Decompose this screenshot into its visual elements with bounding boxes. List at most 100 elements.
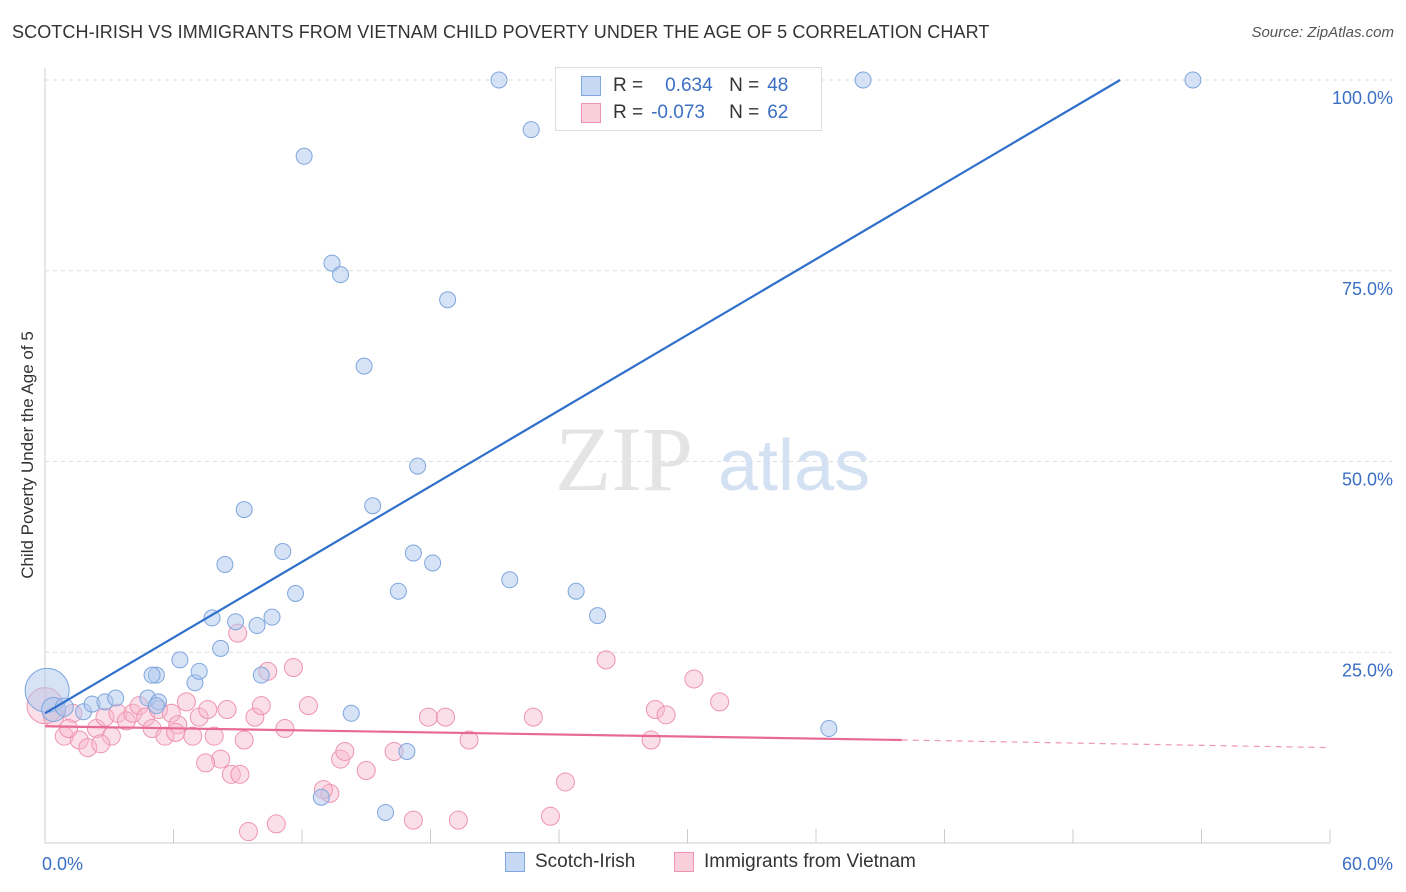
legend-r-value: -0.073 — [651, 102, 705, 123]
legend-row-scotch-irish: R = 0.634 N = 48 — [556, 73, 788, 99]
data-point-scotch-irish — [389, 582, 407, 600]
x-tick-label-max: 60.0% — [1342, 854, 1393, 874]
source-label: Source: ZipAtlas.com — [1251, 24, 1394, 41]
legend-n-label: N = — [729, 75, 760, 96]
series-legend: Scotch-Irish Immigrants from Vietnam — [0, 851, 1406, 877]
data-point-scotch-irish — [439, 291, 457, 309]
y-tick-label: 25.0% — [1342, 660, 1393, 680]
data-point-scotch-irish — [567, 582, 585, 600]
legend-item-scotch-irish: Scotch-Irish — [505, 851, 635, 873]
y-tick-label: 50.0% — [1342, 470, 1393, 490]
data-point-scotch-irish — [235, 501, 253, 519]
data-point-scotch-irish — [490, 71, 508, 89]
watermark: ZIP atlas — [555, 408, 870, 510]
data-point-scotch-irish — [274, 543, 292, 561]
data-point-vietnam — [435, 707, 455, 727]
trend-line-scotch-irish — [44, 79, 1121, 715]
data-point-vietnam — [78, 738, 98, 758]
legend-r-label: R = — [613, 75, 644, 96]
data-point-vietnam — [710, 692, 730, 712]
y-tick-label: 100.0% — [1332, 88, 1393, 108]
legend-label-scotch-irish: Scotch-Irish — [535, 851, 636, 872]
data-point-vietnam — [523, 707, 543, 727]
x-tick-label-min: 0.0% — [42, 854, 83, 874]
data-point-vietnam — [116, 711, 136, 731]
data-point-scotch-irish — [216, 556, 234, 574]
data-point-scotch-irish — [332, 266, 350, 284]
y-axis-label: Child Poverty Under the Age of 5 — [18, 331, 37, 579]
data-point-vietnam — [230, 764, 250, 784]
data-point-vietnam — [211, 749, 231, 769]
data-point-scotch-irish — [252, 666, 270, 684]
trend-line-vietnam — [44, 725, 902, 742]
data-point-vietnam — [459, 730, 479, 750]
data-point-vietnam — [123, 703, 143, 723]
data-point-scotch-irish — [854, 71, 872, 89]
correlation-legend: R = 0.634 N = 48 R = -0.073 N = 62 — [555, 67, 822, 131]
grid-lines — [45, 79, 1392, 653]
legend-swatch-vietnam — [674, 852, 694, 872]
data-point-vietnam — [176, 692, 196, 712]
data-point-scotch-irish — [377, 803, 395, 821]
legend-n-value: 62 — [767, 102, 789, 123]
series-scotch-irish-points — [24, 71, 1202, 821]
data-point-vietnam — [540, 806, 560, 826]
data-point-vietnam — [356, 761, 376, 781]
data-point-scotch-irish — [404, 544, 422, 562]
data-point-vietnam — [166, 722, 186, 742]
data-point-scotch-irish — [312, 788, 330, 806]
data-point-scotch-irish — [295, 147, 313, 165]
trend-line-vietnam-extrapolated — [901, 739, 1331, 749]
data-point-scotch-irish — [107, 689, 125, 707]
data-point-scotch-irish — [364, 497, 382, 515]
tick-labels: 25.0% 50.0% 75.0% 100.0% 0.0% 60.0% — [42, 88, 1393, 874]
legend-n-label: N = — [729, 102, 760, 123]
chart-title: SCOTCH-IRISH VS IMMIGRANTS FROM VIETNAM … — [12, 22, 990, 42]
legend-swatch-blue — [581, 76, 601, 96]
data-point-vietnam — [251, 696, 271, 716]
data-point-vietnam — [183, 726, 203, 746]
data-point-scotch-irish — [190, 662, 208, 680]
data-point-scotch-irish — [248, 617, 266, 635]
data-point-vietnam — [91, 734, 111, 754]
data-point-scotch-irish — [263, 608, 281, 626]
legend-n-value: 48 — [767, 75, 789, 96]
data-point-scotch-irish — [147, 697, 165, 715]
legend-swatch-scotch-irish — [505, 852, 525, 872]
data-point-vietnam — [283, 658, 303, 678]
data-point-scotch-irish — [501, 571, 519, 589]
data-point-scotch-irish — [227, 613, 245, 631]
legend-r-value: 0.634 — [665, 75, 713, 96]
legend-row-vietnam: R = -0.073 N = 62 — [556, 100, 788, 126]
data-point-scotch-irish — [424, 554, 442, 572]
data-point-vietnam — [198, 699, 218, 719]
data-point-vietnam — [418, 707, 438, 727]
data-point-vietnam — [59, 719, 79, 739]
data-point-vietnam — [196, 753, 216, 773]
data-point-vietnam — [684, 669, 704, 689]
data-point-vietnam — [641, 730, 661, 750]
data-point-scotch-irish — [820, 720, 838, 738]
legend-swatch-pink — [581, 103, 601, 123]
data-point-scotch-irish — [342, 704, 360, 722]
legend-item-vietnam: Immigrants from Vietnam — [674, 851, 916, 873]
trend-lines — [44, 79, 1331, 749]
data-point-vietnam — [596, 650, 616, 670]
data-point-vietnam — [555, 772, 575, 792]
data-point-vietnam — [161, 703, 181, 723]
data-point-scotch-irish — [212, 639, 230, 657]
legend-r-label: R = — [613, 102, 644, 123]
data-point-vietnam — [403, 810, 423, 830]
data-point-vietnam — [234, 730, 254, 750]
watermark-atlas: atlas — [718, 426, 870, 506]
data-point-scotch-irish — [398, 742, 416, 760]
data-point-scotch-irish — [355, 357, 373, 375]
data-point-scotch-irish — [589, 607, 607, 625]
data-point-scotch-irish — [522, 121, 540, 139]
data-point-scotch-irish — [1184, 71, 1202, 89]
data-point-vietnam — [217, 699, 237, 719]
data-point-scotch-irish — [287, 584, 305, 602]
data-point-scotch-irish — [409, 457, 427, 475]
legend-label-vietnam: Immigrants from Vietnam — [704, 851, 916, 872]
data-point-vietnam — [245, 707, 265, 727]
